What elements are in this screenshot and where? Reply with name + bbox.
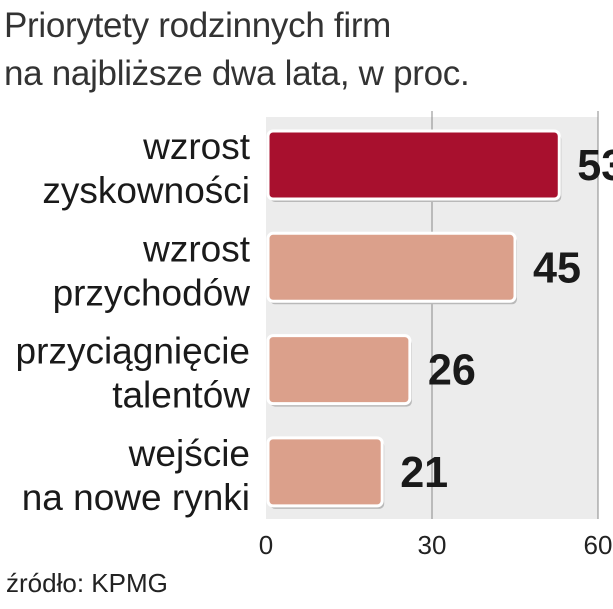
bar xyxy=(266,231,517,303)
category-label: wzrost xyxy=(142,126,251,167)
x-tick-label: 0 xyxy=(259,530,273,560)
chart-title-line-1: Priorytety rodzinnych firm xyxy=(4,6,392,45)
category-label: przychodów xyxy=(53,272,251,313)
chart-title-line-2: na najbliższe dwa lata, w proc. xyxy=(4,54,470,93)
category-label: przyciągnięcie xyxy=(16,331,250,372)
chart-title: Priorytety rodzinnych firm na najbliższe… xyxy=(4,2,470,98)
category-label: wzrost xyxy=(142,228,251,269)
category-label: wejście xyxy=(128,433,250,474)
x-tick-label: 60 xyxy=(584,530,613,560)
value-label: 45 xyxy=(533,243,581,292)
value-label: 26 xyxy=(428,346,476,395)
value-label: 21 xyxy=(400,448,448,497)
category-label: zyskowności xyxy=(42,170,250,211)
bar xyxy=(266,129,561,201)
source-note: źródło: KPMG xyxy=(6,568,168,598)
value-label: 53 xyxy=(577,141,613,190)
category-label: na nowe rynki xyxy=(22,477,250,518)
bar xyxy=(266,436,384,508)
x-tick-label: 30 xyxy=(418,530,447,560)
category-label: talentów xyxy=(112,375,250,416)
bar xyxy=(266,334,412,406)
